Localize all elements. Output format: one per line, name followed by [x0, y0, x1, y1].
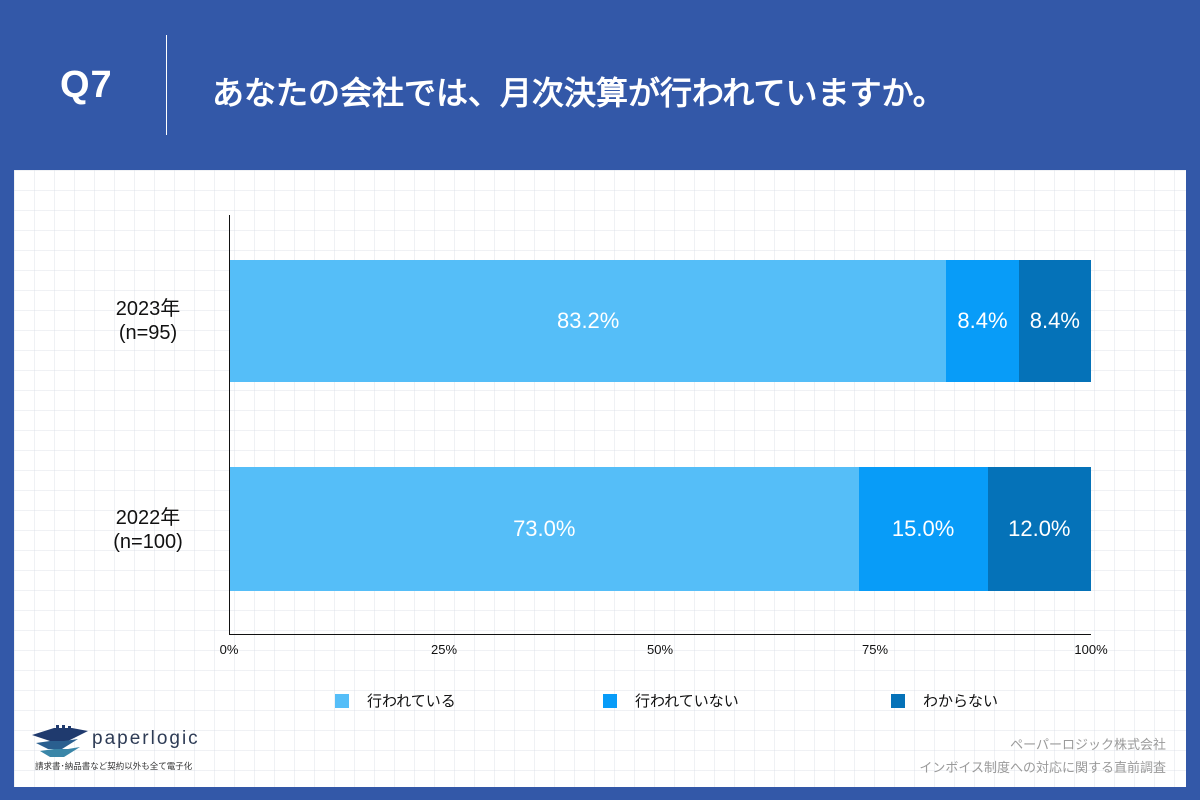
bar-2022: 73.0% 15.0% 12.0%: [230, 467, 1091, 591]
header: Q7 あなたの会社では、月次決算が行われていますか。: [0, 0, 1200, 170]
data-label: 8.4%: [1029, 308, 1080, 333]
category-sample-size: (n=95): [118, 322, 178, 344]
bar-2023: 83.2% 8.4% 8.4%: [230, 260, 1091, 382]
bar-segment-not-done: 8.4%: [946, 260, 1019, 382]
survey-name: インボイス制度への対応に関する直前調査: [919, 761, 1166, 776]
x-tick: 100%: [1074, 642, 1108, 657]
category-label-2023: 2023年 (n=95): [58, 297, 238, 345]
legend-label: わからない: [923, 692, 999, 710]
data-label: 83.2%: [556, 308, 620, 333]
data-label: 15.0%: [891, 516, 955, 541]
legend-item-done: 行われている: [335, 690, 456, 711]
data-label: 8.4%: [957, 308, 1008, 333]
legend-label: 行われている: [367, 692, 456, 710]
question-title: あなたの会社では、月次決算が行われていますか。: [212, 74, 945, 112]
bar-segment-done: 73.0%: [230, 467, 859, 591]
footer-credit: ペーパーロジック株式会社 インボイス制度への対応に関する直前調査: [919, 734, 1166, 780]
x-tick: 50%: [646, 642, 674, 657]
legend-swatch: [335, 693, 349, 708]
data-label: 12.0%: [1008, 516, 1071, 541]
legend-item-unknown: わからない: [891, 690, 998, 711]
bar-segment-done: 83.2%: [230, 260, 947, 382]
logo-wordmark: paperlogic: [92, 728, 200, 749]
category-sample-size: (n=100): [113, 531, 183, 553]
category-label-2022: 2022年 (n=100): [58, 506, 238, 554]
category-year: 2022年: [115, 507, 181, 529]
data-label: 73.0%: [513, 516, 576, 541]
x-tick: 0%: [219, 642, 239, 657]
legend-item-not-done: 行われていない: [603, 690, 739, 711]
bar-segment-not-done: 15.0%: [858, 467, 988, 591]
paperlogic-logo-icon: [32, 725, 88, 757]
legend: 行われている 行われていない わからない: [0, 690, 1200, 714]
question-number: Q7: [60, 64, 113, 106]
legend-swatch: [891, 693, 905, 708]
legend-label: 行われていない: [635, 692, 739, 710]
bar-segment-unknown: 12.0%: [987, 467, 1091, 591]
header-divider: [166, 35, 167, 135]
logo-tagline: 請求書･納品書など契約以外も全て電子化: [35, 762, 193, 772]
category-year: 2023年: [115, 298, 181, 320]
legend-swatch: [603, 693, 617, 708]
x-tick: 25%: [430, 642, 458, 657]
y-axis-line: [229, 215, 230, 635]
paperlogic-logo: paperlogic 請求書･納品書など契約以外も全て電子化: [32, 722, 232, 777]
company-name: ペーパーロジック株式会社: [1010, 738, 1166, 753]
bar-segment-unknown: 8.4%: [1018, 260, 1091, 382]
x-axis-line: [229, 634, 1091, 635]
x-tick: 75%: [861, 642, 889, 657]
